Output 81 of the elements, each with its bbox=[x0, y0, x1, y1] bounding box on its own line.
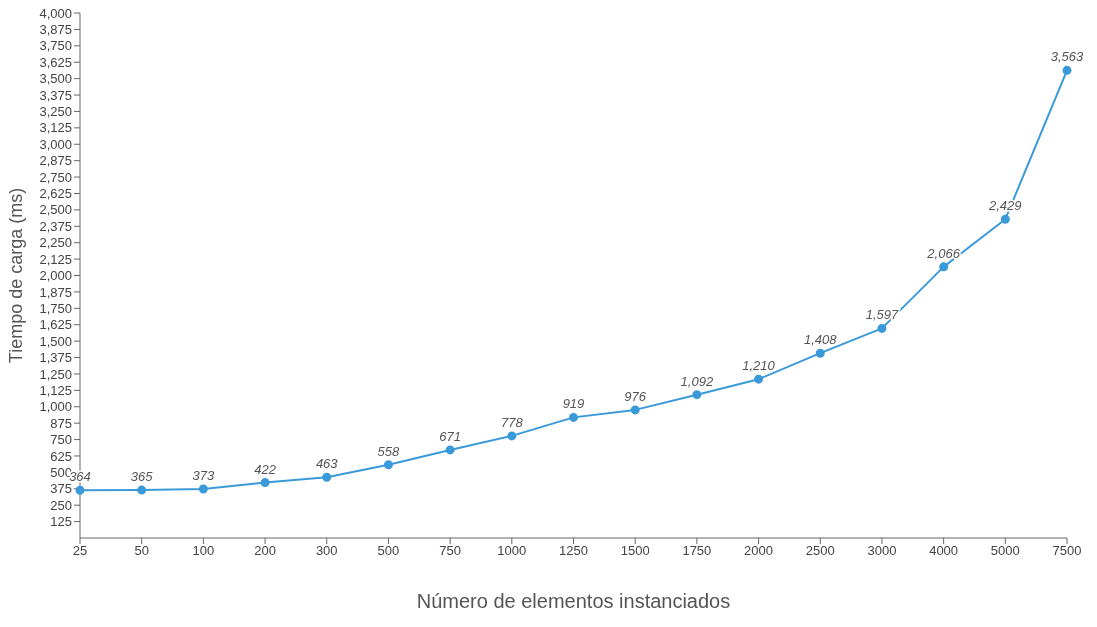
y-tick-label: 750 bbox=[50, 432, 72, 448]
point bbox=[630, 405, 640, 415]
x-tick-label: 100 bbox=[192, 543, 215, 559]
y-tick-label: 1,000 bbox=[39, 399, 72, 415]
x-tick-label: 1750 bbox=[682, 543, 712, 559]
data-label: 558 bbox=[377, 443, 401, 459]
x-tick-label: 2500 bbox=[805, 543, 835, 559]
y-tick-label: 2,500 bbox=[39, 202, 72, 218]
x-tick-label: 1000 bbox=[497, 543, 527, 559]
y-tick-label: 875 bbox=[50, 415, 72, 431]
x-axis-title: Número de elementos instanciados bbox=[416, 590, 731, 612]
x-tick-label: 1500 bbox=[620, 543, 650, 559]
y-tick-label: 3,375 bbox=[39, 87, 72, 103]
point bbox=[198, 484, 208, 494]
point bbox=[754, 374, 764, 384]
y-tick-label: 1,875 bbox=[39, 284, 72, 300]
data-label: 373 bbox=[192, 468, 215, 484]
y-tick-label: 2,875 bbox=[39, 153, 72, 169]
data-label: 1,408 bbox=[803, 332, 838, 348]
y-tick-label: 2,750 bbox=[39, 169, 72, 185]
y-tick-label: 1,625 bbox=[39, 317, 72, 333]
point bbox=[1000, 214, 1010, 224]
y-tick-label: 3,000 bbox=[39, 136, 72, 152]
y-tick-label: 2,250 bbox=[39, 235, 72, 251]
y-tick-label: 3,625 bbox=[39, 54, 72, 70]
point bbox=[1062, 65, 1072, 75]
x-tick-label: 2000 bbox=[744, 543, 774, 559]
y-tick-label: 3,125 bbox=[39, 120, 72, 136]
x-tick-label: 25 bbox=[72, 543, 88, 559]
y-tick-label: 625 bbox=[50, 448, 72, 464]
data-label: 2,066 bbox=[926, 245, 961, 261]
y-tick-label: 1,250 bbox=[39, 366, 72, 382]
y-tick-label: 125 bbox=[50, 514, 72, 530]
x-tick-label: 200 bbox=[254, 543, 276, 559]
point bbox=[383, 460, 393, 470]
y-tick-label: 3,750 bbox=[39, 38, 72, 54]
data-label: 976 bbox=[624, 388, 647, 404]
y-tick-label: 2,375 bbox=[39, 218, 72, 234]
data-label: 422 bbox=[254, 461, 277, 477]
data-label: 463 bbox=[315, 456, 339, 472]
x-tick-label: 50 bbox=[134, 543, 149, 559]
y-tick-label: 3,875 bbox=[39, 22, 72, 38]
point bbox=[137, 485, 147, 495]
y-tick-label: 3,500 bbox=[39, 71, 72, 87]
y-tick-label: 1,500 bbox=[39, 333, 72, 349]
y-tick-label: 1,750 bbox=[39, 300, 72, 316]
y-tick-label: 2,000 bbox=[39, 268, 72, 284]
data-label: 919 bbox=[562, 396, 585, 412]
data-label: 365 bbox=[130, 469, 154, 485]
y-tick-label: 4,000 bbox=[39, 5, 72, 21]
point bbox=[939, 262, 949, 272]
y-tick-label: 375 bbox=[50, 481, 72, 497]
y-tick-label: 2,625 bbox=[39, 186, 72, 202]
x-tick-label: 5000 bbox=[990, 543, 1020, 559]
y-axis-title: Tiempo de carga (ms) bbox=[6, 187, 27, 364]
y-tick-label: 1,375 bbox=[39, 350, 72, 366]
point bbox=[322, 472, 332, 482]
x-tick-label: 7500 bbox=[1052, 543, 1082, 559]
x-tick-label: 300 bbox=[315, 543, 338, 559]
x-tick-label: 4000 bbox=[929, 543, 959, 559]
x-tick-label: 750 bbox=[439, 543, 461, 559]
x-tick-label: 1250 bbox=[559, 543, 588, 559]
y-tick-label: 2,125 bbox=[39, 251, 72, 267]
data-label: 1,210 bbox=[742, 358, 776, 374]
data-label: 671 bbox=[439, 428, 461, 444]
point bbox=[75, 485, 85, 495]
point bbox=[445, 445, 455, 455]
data-label: 3,563 bbox=[1050, 49, 1085, 65]
point bbox=[692, 390, 702, 400]
point bbox=[877, 323, 887, 333]
data-label: 778 bbox=[500, 414, 524, 430]
x-tick-label: 3000 bbox=[867, 543, 897, 559]
y-tick-label: 1,125 bbox=[39, 382, 72, 398]
y-tick-label: 250 bbox=[50, 497, 72, 513]
y-tick-label: 3,250 bbox=[39, 104, 72, 120]
x-tick-label: 500 bbox=[377, 543, 400, 559]
point bbox=[815, 348, 825, 358]
data-label: 1,092 bbox=[680, 373, 714, 389]
point bbox=[507, 431, 517, 441]
point bbox=[260, 478, 270, 488]
point bbox=[569, 412, 578, 422]
